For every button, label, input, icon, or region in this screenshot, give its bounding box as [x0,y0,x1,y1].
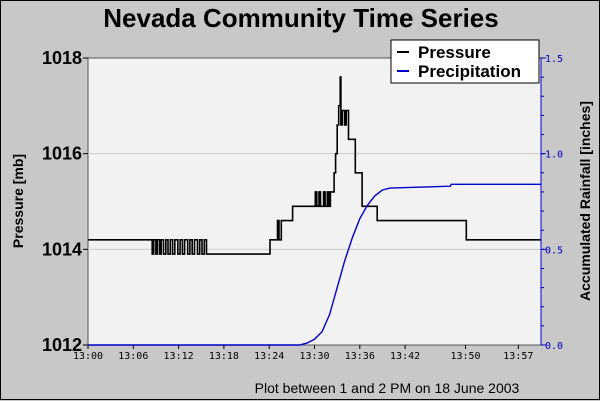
x-tick-label: 13:18 [209,351,239,362]
series-line-precipitation [88,183,541,346]
x-tick-label: 13:57 [503,351,533,362]
x-tick-label: 13:06 [118,351,148,362]
axes: 1018 1016 1014 1012 1.5 1.0 0.5 0.0 13:00 13:06 13… [42,48,563,362]
series-layer [88,76,541,346]
y-axis-right-label: Accumulated Rainfall [inches] [577,101,593,301]
chart-caption: Plot between 1 and 2 PM on 18 June 2003 [255,380,520,396]
chart-title: Nevada Community Time Series [103,3,498,33]
x-tick-label: 13:30 [299,351,329,362]
y-axis-left-label: Pressure [mb] [10,154,26,248]
x-tick-label: 13:42 [390,351,420,362]
y-right-tick-label: 1.5 [545,54,563,65]
legend: Pressure Precipitation [390,39,540,84]
x-tick-label: 13:00 [73,351,103,362]
x-tick-label: 13:12 [164,351,194,362]
legend-label-pressure: Pressure [418,43,491,62]
legend-box [390,39,540,84]
x-tick-label: 13:36 [345,351,375,362]
y-right-tick-label: 1.0 [545,150,563,161]
series-line-pressure [88,76,541,255]
y-right-tick-label: 0.0 [545,341,563,352]
y-left-tick-label: 1016 [42,144,82,164]
x-tick-label: 13:24 [254,351,284,362]
y-left-tick-label: 1018 [42,48,82,68]
x-tick-label: 13:50 [450,351,480,362]
y-left-tick-label: 1012 [42,335,82,355]
y-left-tick-label: 1014 [42,239,82,259]
y-right-tick-label: 0.5 [545,245,563,256]
legend-label-precipitation: Precipitation [418,62,521,81]
